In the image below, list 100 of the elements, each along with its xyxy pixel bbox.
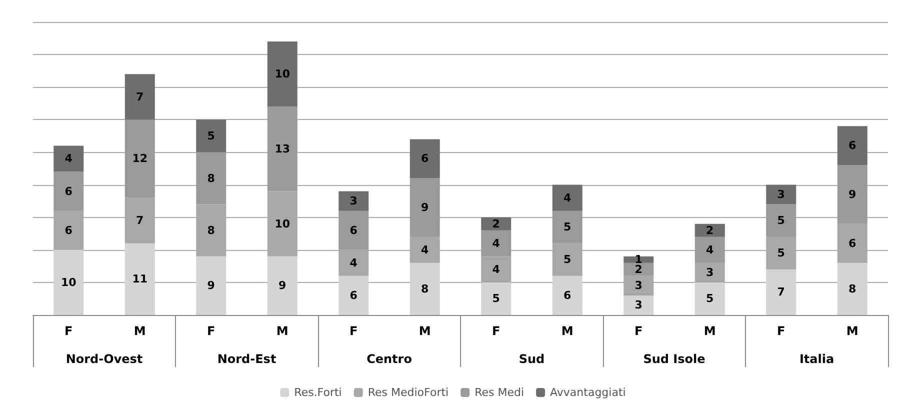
bar <box>837 262 868 315</box>
bar <box>54 250 84 315</box>
bar <box>196 256 226 315</box>
data-label: 4 <box>350 256 358 270</box>
bar <box>552 276 582 315</box>
data-label: 6 <box>350 288 358 302</box>
legend-label: Res.Forti <box>294 386 342 399</box>
bar <box>766 184 796 204</box>
data-label: 6 <box>848 236 857 250</box>
bar <box>196 152 226 204</box>
bar <box>481 282 512 315</box>
text: Nord-Est <box>217 352 276 366</box>
bar <box>267 106 298 192</box>
data-label: 3 <box>634 279 642 292</box>
x-tick-label: F <box>64 324 73 338</box>
data-label: 9 <box>421 201 429 214</box>
data-label: 4 <box>64 152 73 166</box>
bar <box>837 165 868 224</box>
text: Italia <box>799 352 834 366</box>
bar <box>694 224 725 237</box>
data-label: 7 <box>136 90 144 104</box>
data-label: 2 <box>706 224 714 237</box>
bar <box>267 42 298 107</box>
bar <box>624 295 654 315</box>
data-label: 3 <box>350 194 358 208</box>
x-tick-label: F <box>492 324 500 338</box>
data-label: 6 <box>350 224 358 237</box>
data-label: 8 <box>207 224 215 237</box>
data-label: 13 <box>274 142 290 156</box>
x-tick-label: M <box>846 324 858 338</box>
data-label: 4 <box>564 191 572 204</box>
data-label: 8 <box>207 172 215 185</box>
bar <box>481 217 512 230</box>
bar <box>624 262 654 276</box>
data-label: 5 <box>564 220 572 234</box>
data-label: 5 <box>207 129 215 142</box>
data-label: 3 <box>706 266 714 280</box>
data-label: 7 <box>136 214 144 228</box>
bar <box>338 210 369 250</box>
bar <box>552 210 582 244</box>
bar <box>196 120 226 152</box>
bar <box>766 269 796 315</box>
x-tick-label: F <box>777 324 786 338</box>
x-tick-label: M <box>561 324 574 338</box>
data-label: 5 <box>706 292 714 306</box>
data-label: 6 <box>64 224 73 237</box>
data-label: 8 <box>421 282 429 296</box>
x-tick-label: F <box>350 324 358 338</box>
bar <box>124 74 155 120</box>
data-label: 6 <box>848 139 857 152</box>
data-label: 7 <box>777 286 785 299</box>
data-label: 4 <box>492 262 500 276</box>
bar <box>694 282 725 315</box>
bar <box>124 243 155 315</box>
bar <box>410 262 440 315</box>
data-label: 5 <box>777 214 785 228</box>
bar <box>552 184 582 211</box>
bar <box>338 276 369 315</box>
bar <box>481 230 512 256</box>
data-label: 3 <box>634 298 642 312</box>
x-tick-label: F <box>207 324 216 338</box>
bar <box>124 120 155 198</box>
bar <box>54 172 84 211</box>
data-label: 10 <box>274 217 290 230</box>
data-label: 2 <box>492 217 500 230</box>
data-label: 10 <box>60 276 77 289</box>
data-label: 8 <box>848 282 856 296</box>
x-tick-label: F <box>634 324 643 338</box>
data-label: 6 <box>564 288 572 302</box>
legend-label: Res Medi <box>474 386 524 399</box>
x-tick-label: M <box>134 324 146 338</box>
bar <box>766 204 796 237</box>
bar <box>694 236 725 263</box>
data-label: 9 <box>848 188 856 202</box>
data-label: 5 <box>777 246 785 260</box>
data-label: 4 <box>421 243 430 256</box>
data-label: 5 <box>492 292 500 306</box>
data-label: 9 <box>207 279 215 292</box>
data-label: 12 <box>132 152 148 166</box>
bar <box>837 126 868 166</box>
text: Sud Isole <box>643 352 706 366</box>
data-label: 5 <box>564 253 572 266</box>
x-tick-label: M <box>704 324 716 338</box>
bar <box>410 139 440 178</box>
text: Centro <box>366 352 412 366</box>
bar <box>54 146 84 172</box>
data-label: 6 <box>64 184 73 198</box>
data-label: 11 <box>132 272 148 286</box>
data-label: 3 <box>777 188 785 202</box>
data-label: 6 <box>421 152 430 166</box>
x-tick-label: M <box>418 324 431 338</box>
legend-label: Res MedioForti <box>368 386 449 399</box>
data-label: 4 <box>706 243 714 256</box>
bar <box>338 191 369 211</box>
data-label: 9 <box>278 279 286 292</box>
x-tick-label: M <box>276 324 288 338</box>
bar <box>267 256 298 315</box>
data-label: 10 <box>274 68 290 81</box>
legend-label: Avvantaggiati <box>550 386 626 399</box>
bar <box>410 178 440 237</box>
